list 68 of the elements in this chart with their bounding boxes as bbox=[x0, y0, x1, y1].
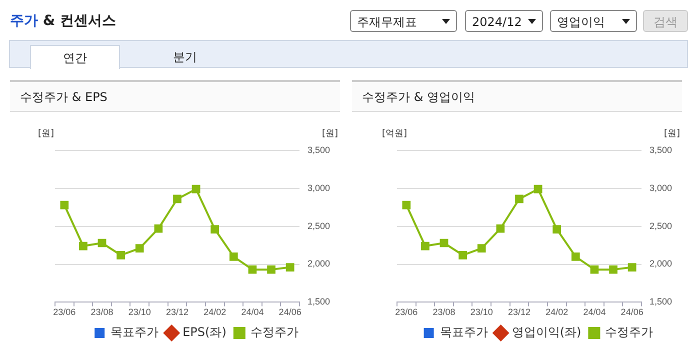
x-tick-label: 24/02 bbox=[546, 307, 568, 318]
text: 주가 & 컨센서스 bbox=[10, 12, 116, 30]
x-tick-label: 24/04 bbox=[241, 307, 264, 318]
y2-tick-label: 2,500 bbox=[307, 220, 330, 231]
x-tick-label: 23/12 bbox=[508, 307, 531, 318]
point bbox=[286, 263, 294, 272]
point bbox=[98, 238, 106, 248]
point bbox=[248, 265, 257, 274]
y2-axis-title: [원] bbox=[664, 128, 680, 140]
point bbox=[267, 265, 276, 274]
y2-tick-label: 3,000 bbox=[649, 182, 672, 193]
point bbox=[477, 244, 486, 252]
x-tick-label: 23/12 bbox=[166, 307, 189, 318]
dropdown[interactable]: 2024/12 bbox=[465, 10, 543, 32]
point bbox=[590, 265, 599, 274]
y-axis-title: [억원] bbox=[382, 128, 408, 140]
point bbox=[116, 250, 126, 260]
x-tick-label: 24/02 bbox=[204, 307, 226, 318]
chart-title: 수정주가 & 영업이익 bbox=[352, 82, 682, 112]
point bbox=[421, 242, 430, 250]
x-tick-label: 24/04 bbox=[583, 307, 606, 318]
point bbox=[552, 225, 562, 234]
point bbox=[229, 252, 238, 261]
point bbox=[402, 200, 411, 210]
x-tick-label: 23/06 bbox=[53, 307, 76, 318]
legend-label: 수정주가 bbox=[250, 325, 298, 340]
point bbox=[571, 252, 580, 261]
tab[interactable]: 연간 bbox=[30, 45, 120, 69]
legend-label: EPS(좌) bbox=[182, 325, 226, 340]
point bbox=[135, 244, 144, 252]
point bbox=[79, 242, 88, 250]
point bbox=[154, 224, 163, 233]
x-tick-label: 23/08 bbox=[432, 307, 456, 318]
point bbox=[60, 200, 69, 210]
y2-tick-label: 1,500 bbox=[307, 296, 330, 307]
x-tick-label: 23/08 bbox=[90, 307, 114, 318]
y2-axis-title: [원] bbox=[322, 128, 338, 140]
point bbox=[609, 265, 618, 274]
legend-label: 목표주가 bbox=[440, 325, 488, 340]
y2-tick-label: 2,000 bbox=[307, 258, 330, 269]
dropdown[interactable]: 주재무제표 bbox=[350, 10, 457, 32]
x-tick-label: 23/10 bbox=[470, 307, 493, 318]
tab[interactable]: 분기 bbox=[140, 45, 230, 69]
legend-label: 목표주가 bbox=[110, 325, 159, 340]
x-tick-label: 24/06 bbox=[620, 307, 644, 318]
y2-tick-label: 2,500 bbox=[649, 220, 672, 231]
chart-title: 수정주가 & EPS bbox=[10, 82, 340, 112]
point bbox=[210, 225, 220, 234]
point bbox=[173, 194, 182, 204]
point bbox=[534, 184, 542, 194]
x-tick-label: 24/06 bbox=[278, 307, 302, 318]
legend-label: 수정주가 bbox=[605, 325, 654, 340]
y-axis-title: [원] bbox=[38, 128, 54, 140]
y2-tick-label: 3,500 bbox=[649, 144, 672, 155]
point bbox=[628, 263, 636, 272]
point bbox=[458, 250, 468, 260]
point bbox=[496, 224, 505, 233]
point bbox=[440, 238, 448, 248]
legend-label: 영업이익(좌) bbox=[512, 325, 582, 340]
x-tick-label: 23/10 bbox=[128, 307, 151, 318]
x-tick-label: 23/06 bbox=[395, 307, 418, 318]
y2-tick-label: 1,500 bbox=[649, 296, 672, 307]
y2-tick-label: 3,500 bbox=[307, 144, 330, 155]
point bbox=[515, 194, 524, 204]
point bbox=[192, 184, 200, 194]
y2-tick-label: 3,000 bbox=[307, 182, 330, 193]
dropdown[interactable]: 영업이익 bbox=[550, 10, 637, 32]
y2-tick-label: 2,000 bbox=[649, 258, 672, 269]
